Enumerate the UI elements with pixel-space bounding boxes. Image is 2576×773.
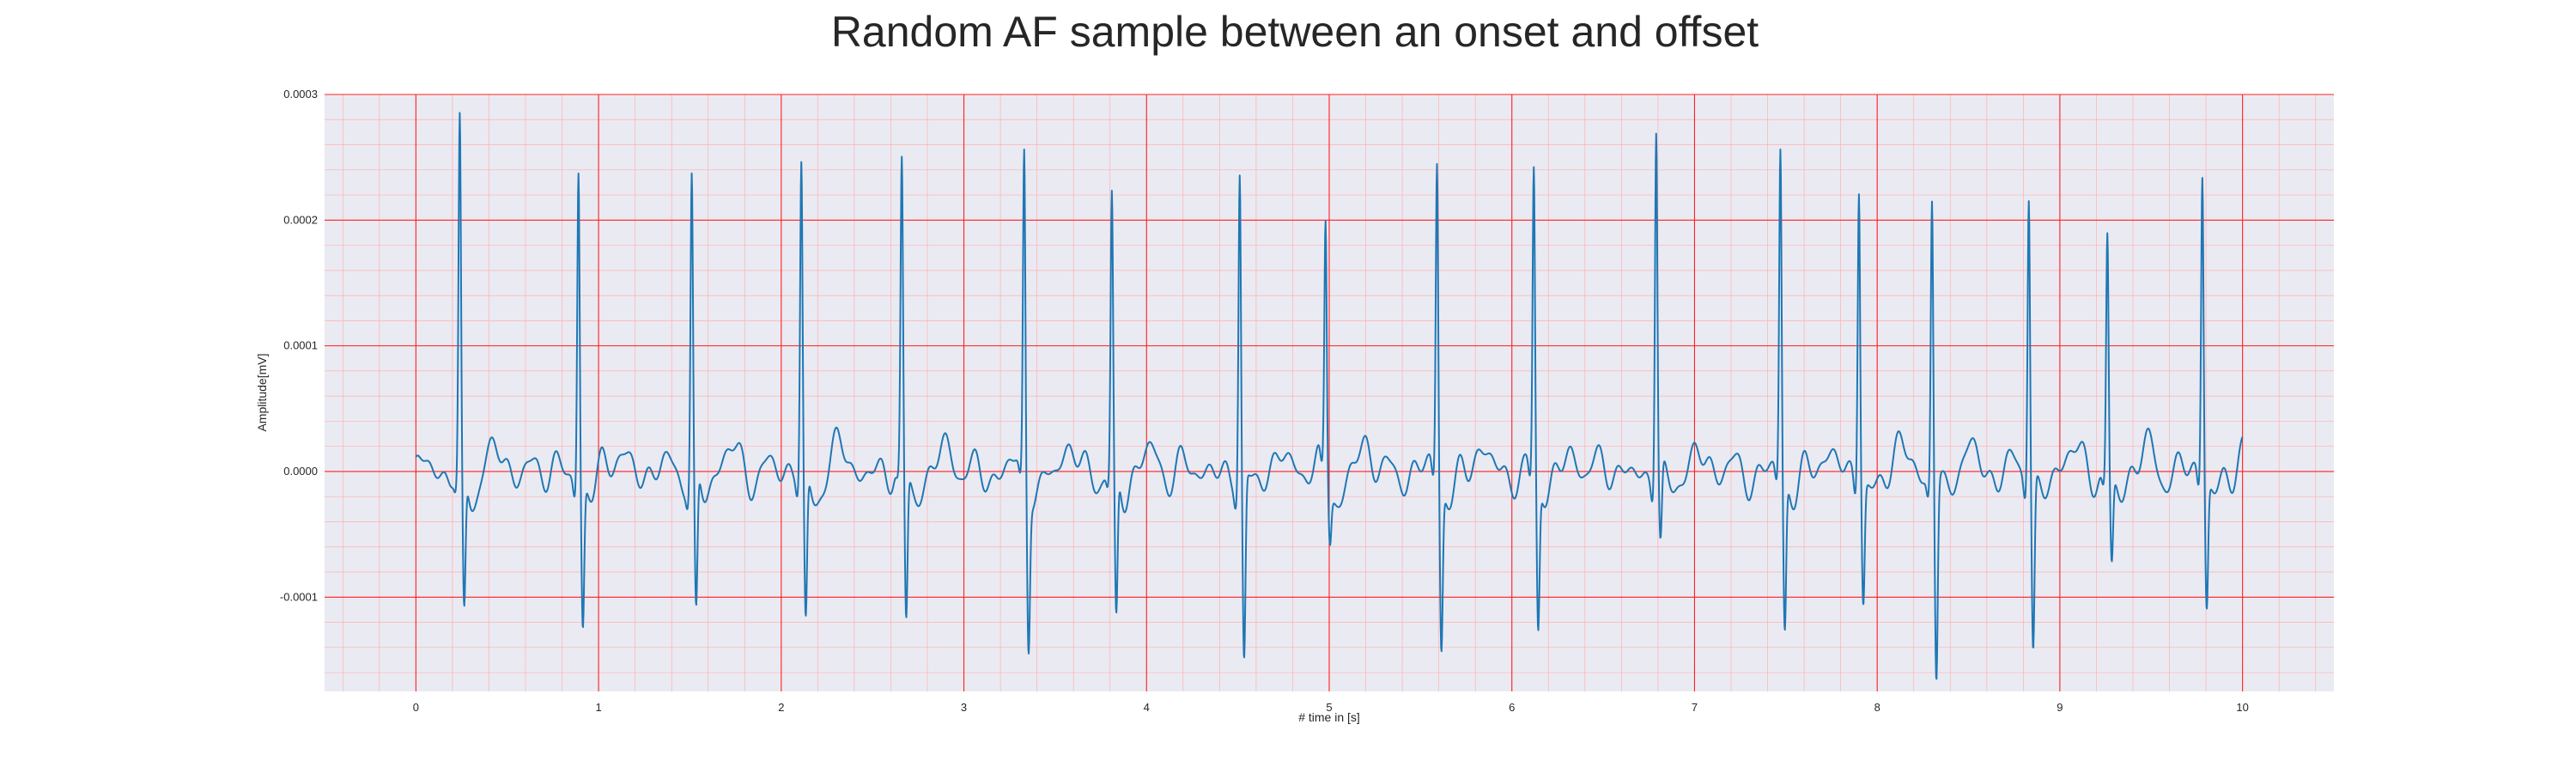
x-tick-label: 9	[2057, 701, 2063, 714]
y-tick-label: -0.0001	[280, 590, 318, 603]
y-tick-label: 0.0003	[283, 88, 318, 100]
major-grid	[325, 94, 2334, 691]
chart-title: Random AF sample between an onset and of…	[831, 8, 1759, 56]
x-tick-label: 8	[1874, 701, 1880, 714]
x-tick-label: 2	[778, 701, 784, 714]
x-tick-label: 10	[2236, 701, 2248, 714]
x-tick-label: 3	[961, 701, 967, 714]
x-tick-labels: 0 1 2 3 4 5 6 7 8 9 10	[413, 701, 2249, 714]
y-axis-label: Amplitude[mV]	[255, 353, 269, 431]
x-tick-label: 0	[413, 701, 419, 714]
y-tick-labels: -0.0001 0.0000 0.0001 0.0002 0.0003	[280, 88, 318, 603]
x-tick-label: 6	[1509, 701, 1515, 714]
y-tick-label: 0.0002	[283, 213, 318, 226]
x-axis-label: # time in [s]	[1298, 710, 1360, 724]
y-tick-label: 0.0000	[283, 465, 318, 478]
x-tick-label: 1	[595, 701, 601, 714]
x-tick-label: 7	[1692, 701, 1698, 714]
ecg-series-line	[415, 112, 2244, 680]
y-tick-label: 0.0001	[283, 339, 318, 352]
x-tick-label: 5	[1326, 701, 1332, 714]
x-tick-label: 4	[1144, 701, 1150, 714]
